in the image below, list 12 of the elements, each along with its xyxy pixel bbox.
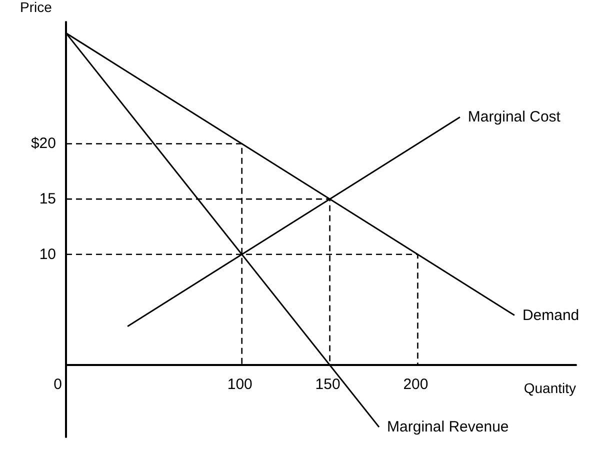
series-label: Marginal Cost	[468, 108, 562, 126]
x-tick-label: 100	[227, 376, 252, 394]
x-tick-label: 150	[315, 376, 340, 394]
y-tick-label: 10	[39, 246, 56, 263]
y-tick-label: $20	[30, 135, 56, 152]
series-label: Marginal Revenue	[387, 418, 509, 436]
y-tick-label: 15	[39, 190, 56, 208]
x-tick-label: 0	[54, 376, 62, 394]
series-label: Demand	[522, 306, 580, 324]
x-axis-title: Quantity	[524, 380, 576, 396]
x-tick-label: 200	[403, 376, 428, 394]
y-axis-title: Price	[20, 0, 52, 15]
